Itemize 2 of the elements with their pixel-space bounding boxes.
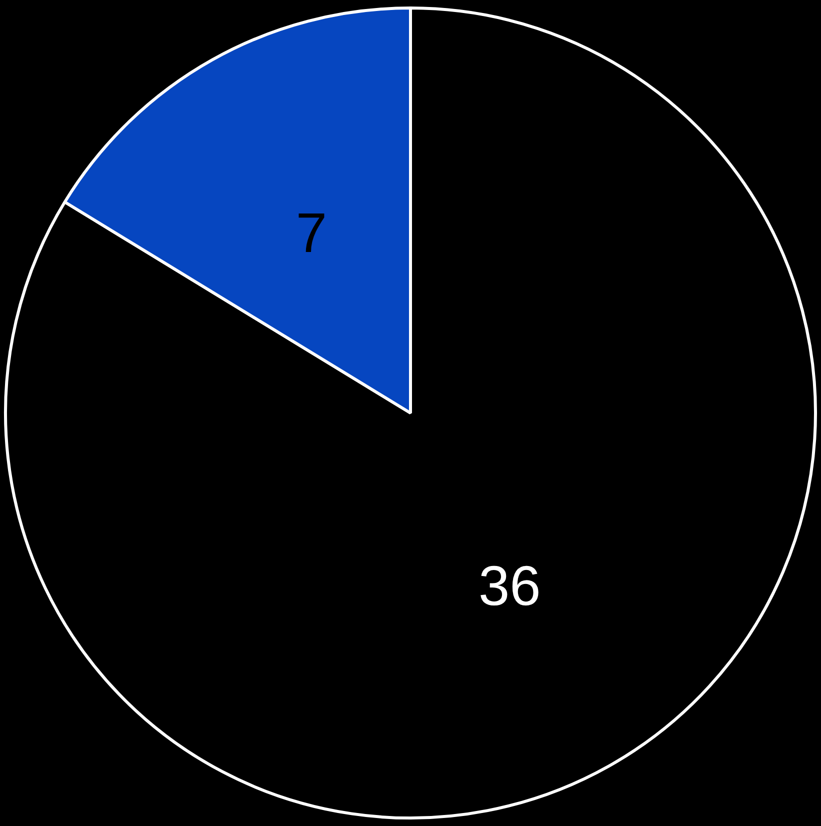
data-label: 36 <box>478 554 541 618</box>
data-label: 7 <box>296 200 327 264</box>
